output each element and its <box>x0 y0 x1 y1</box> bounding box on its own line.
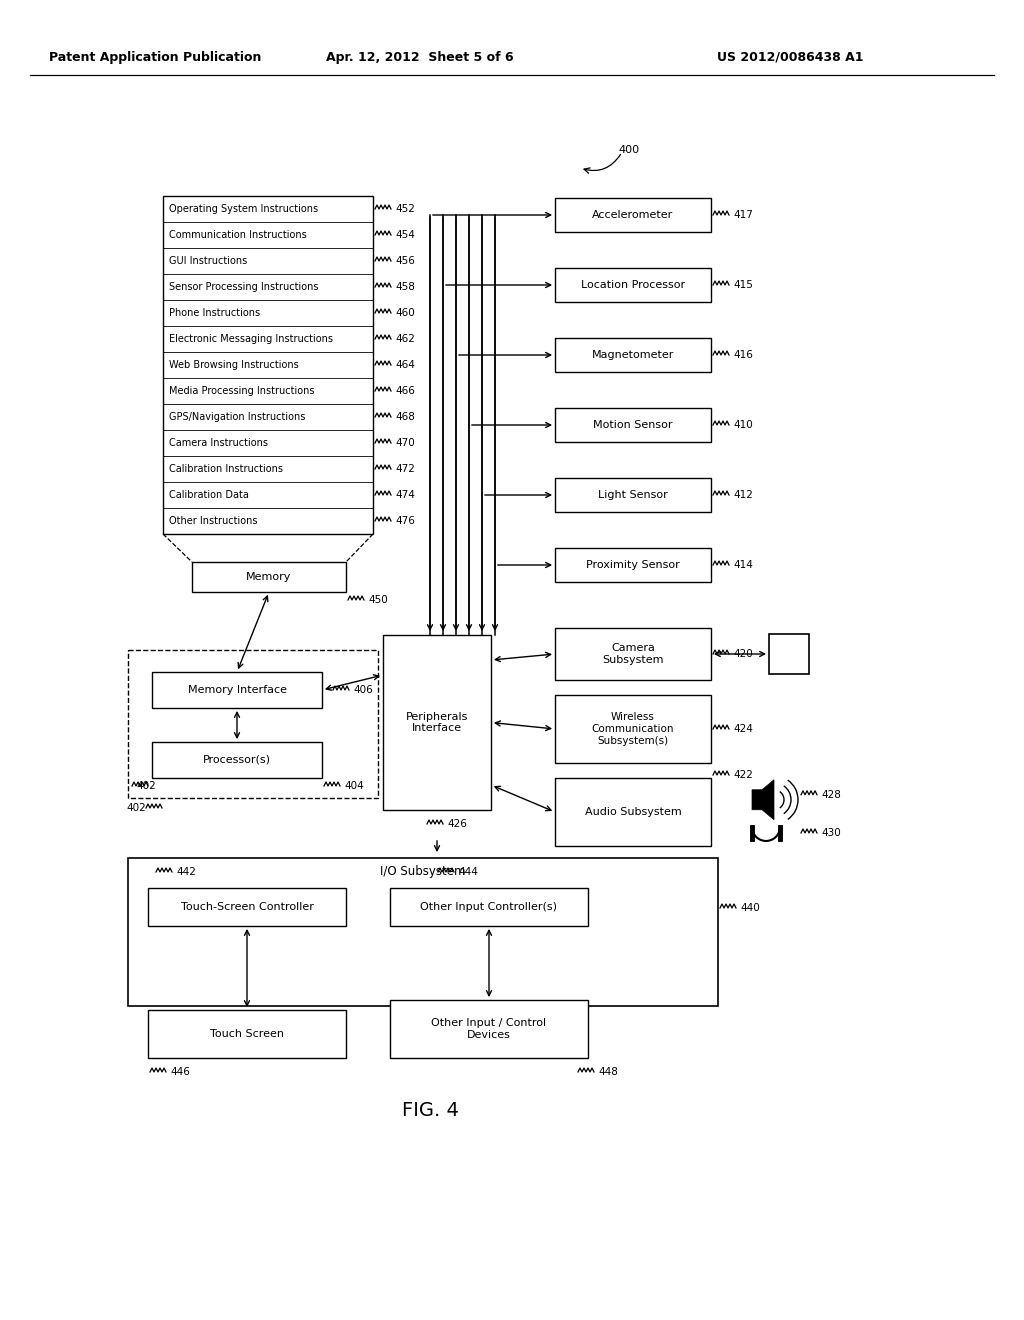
Text: 462: 462 <box>395 334 415 345</box>
Text: Other Input / Control
Devices: Other Input / Control Devices <box>431 1018 547 1040</box>
Text: 428: 428 <box>821 789 841 800</box>
Text: Light Sensor: Light Sensor <box>598 490 668 500</box>
Text: 452: 452 <box>395 205 415 214</box>
Text: 476: 476 <box>395 516 415 525</box>
Text: Touch Screen: Touch Screen <box>210 1030 284 1039</box>
Text: Other Instructions: Other Instructions <box>169 516 257 525</box>
Text: 402: 402 <box>136 781 156 791</box>
FancyBboxPatch shape <box>390 1001 588 1059</box>
FancyBboxPatch shape <box>769 634 809 675</box>
Text: 410: 410 <box>733 420 753 430</box>
FancyBboxPatch shape <box>152 742 322 777</box>
Text: Audio Subsystem: Audio Subsystem <box>585 807 681 817</box>
Text: 468: 468 <box>395 412 415 422</box>
FancyBboxPatch shape <box>390 888 588 927</box>
Text: 415: 415 <box>733 280 753 290</box>
Text: 406: 406 <box>353 685 373 696</box>
Text: Other Input Controller(s): Other Input Controller(s) <box>421 902 557 912</box>
Text: 404: 404 <box>344 781 364 791</box>
FancyBboxPatch shape <box>128 858 718 1006</box>
Text: 422: 422 <box>733 770 753 780</box>
Text: Calibration Data: Calibration Data <box>169 490 249 500</box>
Text: 400: 400 <box>618 145 639 154</box>
Text: Processor(s): Processor(s) <box>203 755 271 766</box>
Text: 456: 456 <box>395 256 415 267</box>
Text: 472: 472 <box>395 465 415 474</box>
FancyBboxPatch shape <box>555 478 711 512</box>
Text: GUI Instructions: GUI Instructions <box>169 256 247 267</box>
Text: Camera Instructions: Camera Instructions <box>169 438 268 447</box>
FancyBboxPatch shape <box>128 649 378 799</box>
Text: 442: 442 <box>176 867 196 876</box>
Text: I/O Subsystem: I/O Subsystem <box>380 866 466 879</box>
Text: Touch-Screen Controller: Touch-Screen Controller <box>180 902 313 912</box>
Text: Memory: Memory <box>247 572 292 582</box>
FancyBboxPatch shape <box>555 777 711 846</box>
Text: 470: 470 <box>395 438 415 447</box>
Text: 460: 460 <box>395 308 415 318</box>
Text: 448: 448 <box>598 1067 617 1077</box>
Text: Operating System Instructions: Operating System Instructions <box>169 205 318 214</box>
Text: Communication Instructions: Communication Instructions <box>169 230 307 240</box>
Text: Memory Interface: Memory Interface <box>187 685 287 696</box>
Text: 426: 426 <box>447 818 467 829</box>
FancyBboxPatch shape <box>383 635 490 810</box>
FancyBboxPatch shape <box>555 198 711 232</box>
Text: Wireless
Communication
Subsystem(s): Wireless Communication Subsystem(s) <box>592 713 674 746</box>
Text: GPS/Navigation Instructions: GPS/Navigation Instructions <box>169 412 305 422</box>
Text: US 2012/0086438 A1: US 2012/0086438 A1 <box>717 50 863 63</box>
Text: 430: 430 <box>821 828 841 838</box>
Text: 450: 450 <box>368 595 388 605</box>
Text: 446: 446 <box>170 1067 189 1077</box>
Text: Location Processor: Location Processor <box>581 280 685 290</box>
Text: FIG. 4: FIG. 4 <box>401 1101 459 1119</box>
Text: 464: 464 <box>395 360 415 370</box>
Text: 424: 424 <box>733 723 753 734</box>
Text: Phone Instructions: Phone Instructions <box>169 308 260 318</box>
Text: Motion Sensor: Motion Sensor <box>593 420 673 430</box>
FancyBboxPatch shape <box>152 672 322 708</box>
Text: 454: 454 <box>395 230 415 240</box>
FancyBboxPatch shape <box>148 1010 346 1059</box>
FancyBboxPatch shape <box>555 628 711 680</box>
Text: Peripherals
Interface: Peripherals Interface <box>406 711 468 734</box>
FancyBboxPatch shape <box>555 548 711 582</box>
Text: 458: 458 <box>395 282 415 292</box>
Text: Patent Application Publication: Patent Application Publication <box>49 50 261 63</box>
Text: 420: 420 <box>733 649 753 659</box>
Text: Calibration Instructions: Calibration Instructions <box>169 465 283 474</box>
FancyBboxPatch shape <box>555 696 711 763</box>
Text: 412: 412 <box>733 490 753 500</box>
Text: Web Browsing Instructions: Web Browsing Instructions <box>169 360 299 370</box>
Text: 414: 414 <box>733 560 753 570</box>
Text: Electronic Messaging Instructions: Electronic Messaging Instructions <box>169 334 333 345</box>
FancyBboxPatch shape <box>148 888 346 927</box>
Polygon shape <box>752 780 774 820</box>
FancyBboxPatch shape <box>193 562 346 591</box>
Text: Sensor Processing Instructions: Sensor Processing Instructions <box>169 282 318 292</box>
FancyBboxPatch shape <box>555 408 711 442</box>
Text: 466: 466 <box>395 385 415 396</box>
Text: 416: 416 <box>733 350 753 360</box>
Text: 444: 444 <box>458 867 478 876</box>
Text: Media Processing Instructions: Media Processing Instructions <box>169 385 314 396</box>
Text: Accelerometer: Accelerometer <box>592 210 674 220</box>
FancyBboxPatch shape <box>555 338 711 372</box>
Text: Apr. 12, 2012  Sheet 5 of 6: Apr. 12, 2012 Sheet 5 of 6 <box>327 50 514 63</box>
FancyBboxPatch shape <box>163 195 373 535</box>
Text: Proximity Sensor: Proximity Sensor <box>586 560 680 570</box>
Text: 402: 402 <box>126 803 145 813</box>
Text: 474: 474 <box>395 490 415 500</box>
Text: 417: 417 <box>733 210 753 220</box>
Text: 440: 440 <box>740 903 760 913</box>
Text: Magnetometer: Magnetometer <box>592 350 674 360</box>
Text: Camera
Subsystem: Camera Subsystem <box>602 643 664 665</box>
FancyBboxPatch shape <box>555 268 711 302</box>
